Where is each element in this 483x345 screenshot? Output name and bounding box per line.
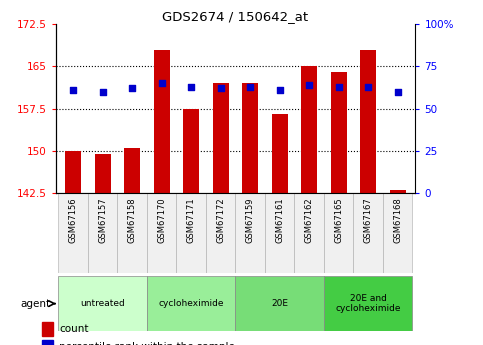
Bar bbox=[206, 193, 236, 273]
Bar bbox=[360, 49, 376, 193]
Bar bbox=[176, 193, 206, 273]
Text: percentile rank within the sample: percentile rank within the sample bbox=[59, 342, 235, 345]
Text: GSM67159: GSM67159 bbox=[246, 197, 255, 243]
Bar bbox=[383, 193, 412, 273]
Text: GSM67172: GSM67172 bbox=[216, 197, 225, 243]
Text: count: count bbox=[59, 324, 89, 334]
Bar bbox=[117, 193, 147, 273]
Bar bbox=[147, 193, 176, 273]
Point bbox=[70, 87, 77, 93]
Point bbox=[364, 84, 372, 89]
Bar bbox=[43, 340, 53, 345]
Bar bbox=[95, 154, 111, 193]
Point bbox=[276, 87, 284, 93]
Bar bbox=[301, 66, 317, 193]
Text: GSM67170: GSM67170 bbox=[157, 197, 166, 243]
Bar bbox=[354, 193, 383, 273]
Bar bbox=[236, 193, 265, 273]
Text: 20E and
cycloheximide: 20E and cycloheximide bbox=[335, 294, 401, 313]
Title: GDS2674 / 150642_at: GDS2674 / 150642_at bbox=[162, 10, 309, 23]
Bar bbox=[390, 190, 406, 193]
Text: GSM67171: GSM67171 bbox=[187, 197, 196, 243]
Point bbox=[394, 89, 401, 95]
Text: agent: agent bbox=[21, 299, 51, 308]
Text: GSM67161: GSM67161 bbox=[275, 197, 284, 243]
Bar bbox=[265, 193, 295, 273]
Bar bbox=[43, 322, 53, 336]
Bar bbox=[124, 148, 141, 193]
Bar bbox=[242, 83, 258, 193]
Text: GSM67167: GSM67167 bbox=[364, 197, 373, 243]
Text: GSM67162: GSM67162 bbox=[305, 197, 313, 243]
Point bbox=[128, 86, 136, 91]
Bar bbox=[324, 276, 412, 331]
Text: GSM67157: GSM67157 bbox=[98, 197, 107, 243]
Bar bbox=[65, 151, 81, 193]
Point bbox=[246, 84, 254, 89]
Text: 20E: 20E bbox=[271, 299, 288, 308]
Bar bbox=[58, 193, 88, 273]
Point bbox=[99, 89, 107, 95]
Bar bbox=[58, 276, 147, 331]
Bar bbox=[330, 72, 347, 193]
Bar bbox=[88, 193, 117, 273]
Point bbox=[335, 84, 342, 89]
Bar bbox=[271, 114, 288, 193]
Point bbox=[217, 86, 225, 91]
Text: cycloheximide: cycloheximide bbox=[158, 299, 224, 308]
Text: untreated: untreated bbox=[80, 299, 125, 308]
Text: GSM67165: GSM67165 bbox=[334, 197, 343, 243]
Bar bbox=[154, 49, 170, 193]
Bar bbox=[295, 193, 324, 273]
Bar bbox=[236, 276, 324, 331]
Bar bbox=[183, 109, 199, 193]
Text: GSM67156: GSM67156 bbox=[69, 197, 78, 243]
Point bbox=[187, 84, 195, 89]
Bar bbox=[147, 276, 236, 331]
Point bbox=[158, 80, 166, 86]
Point bbox=[305, 82, 313, 88]
Bar bbox=[324, 193, 354, 273]
Bar bbox=[213, 83, 229, 193]
Text: GSM67168: GSM67168 bbox=[393, 197, 402, 243]
Text: GSM67158: GSM67158 bbox=[128, 197, 137, 243]
